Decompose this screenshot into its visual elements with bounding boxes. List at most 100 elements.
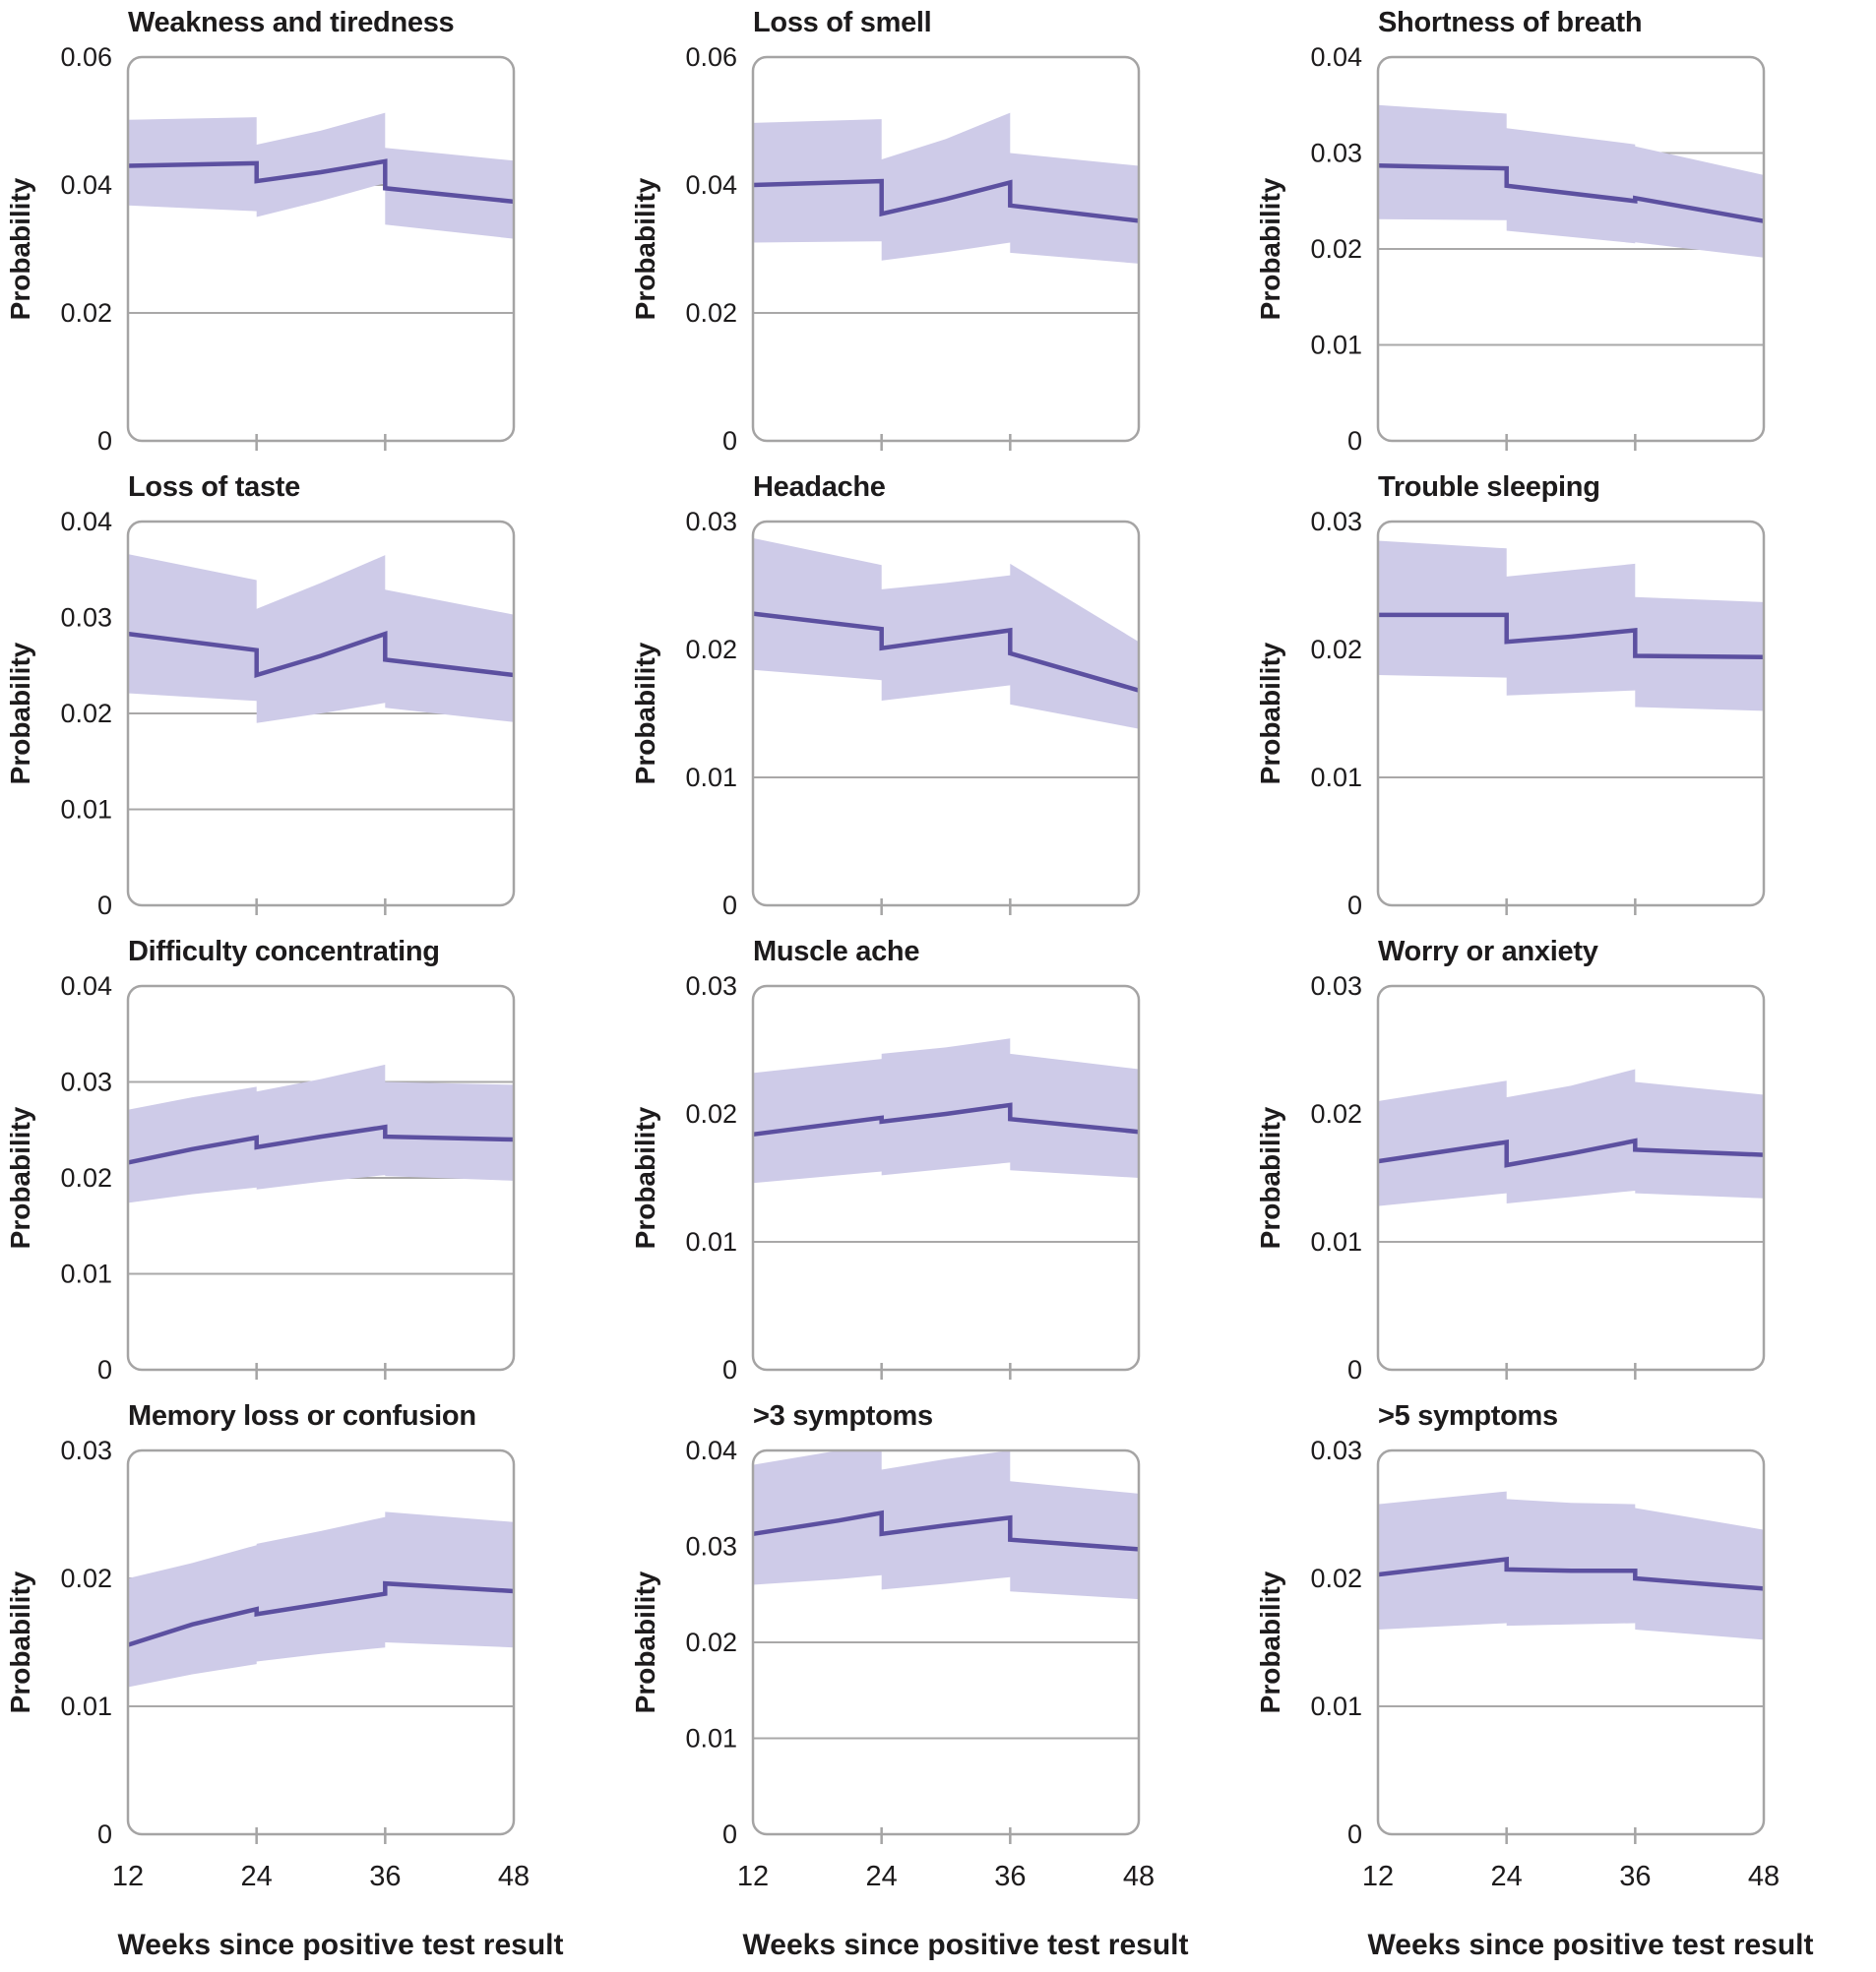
y-tick-label: 0.02 bbox=[60, 298, 112, 328]
confidence-band bbox=[753, 537, 1139, 729]
y-tick-label: 0.01 bbox=[60, 1692, 112, 1721]
panel-title: Shortness of breath bbox=[1378, 7, 1643, 38]
confidence-band bbox=[753, 112, 1139, 264]
plot-border bbox=[126, 520, 516, 907]
y-axis-label: Probability bbox=[5, 1106, 35, 1249]
panel-weakness-and-tiredness: Weakness and tiredness 0 0.02 0.04 0.06 Proba… bbox=[0, 0, 625, 464]
y-axis-label: Probability bbox=[630, 1106, 660, 1249]
confidence-band bbox=[1378, 104, 1764, 258]
chart-trouble-sleeping: 0 0.01 0.02 0.03 Probability bbox=[1255, 507, 1766, 920]
y-tick-label: 0.03 bbox=[60, 1067, 112, 1096]
y-tick-label: 0.01 bbox=[685, 1723, 737, 1753]
y-tick-label: 0.02 bbox=[1310, 1564, 1362, 1593]
panel-title: Worry or anxiety bbox=[1378, 935, 1598, 967]
x-tick-label: 48 bbox=[498, 1861, 530, 1892]
y-tick-label: 0.02 bbox=[685, 1628, 737, 1657]
y-tick-label: 0.01 bbox=[1310, 763, 1362, 792]
estimate-line bbox=[1377, 1138, 1765, 1168]
panel-difficulty-concentrating: Difficulty concentrating 0 0.01 0.02 0.03 0.0… bbox=[0, 929, 625, 1393]
y-axis-label: Probability bbox=[1255, 642, 1285, 784]
estimate-line bbox=[752, 1101, 1140, 1137]
x-axis-label: Weeks since positive test result bbox=[1368, 1929, 1814, 1961]
y-tick-label: 0.02 bbox=[60, 1564, 112, 1593]
y-tick-label: 0.02 bbox=[1310, 635, 1362, 664]
confidence-band bbox=[128, 1510, 514, 1688]
y-tick-label: 0.01 bbox=[60, 1259, 112, 1288]
y-tick-label: 0.01 bbox=[60, 794, 112, 824]
panel-title: >3 symptoms bbox=[753, 1399, 933, 1432]
confidence-band bbox=[128, 1064, 514, 1203]
x-axis-label: Weeks since positive test result bbox=[743, 1929, 1189, 1961]
x-tick-label: 48 bbox=[1748, 1861, 1780, 1892]
x-tick-label: 12 bbox=[112, 1861, 144, 1892]
chart-worry-or-anxiety: 0 0.01 0.02 0.03 Probability bbox=[1255, 971, 1766, 1385]
chart-loss-of-taste: 0 0.01 0.02 0.03 0.04 Probability bbox=[5, 507, 516, 920]
plot-border bbox=[1376, 520, 1766, 907]
y-tick-label: 0 bbox=[722, 426, 737, 456]
chart-shortness-of-breath: 0 0.01 0.02 0.03 0.04 Probability bbox=[1255, 42, 1766, 456]
confidence-band bbox=[128, 553, 514, 723]
chart-gt-5-symptoms: 0 0.01 0.02 0.03 Probability 12 24 36 48 Weeks si… bbox=[1255, 1436, 1814, 1961]
y-tick-label: 0.03 bbox=[60, 1436, 112, 1465]
panel-title: Weakness and tiredness bbox=[128, 7, 455, 38]
y-tick-label: 0 bbox=[97, 426, 112, 456]
confidence-band bbox=[128, 112, 514, 239]
panel-shortness-of-breath: Shortness of breath 0 0.01 0.02 0.03 0.04 Prob… bbox=[1250, 0, 1875, 464]
y-tick-label: 0.06 bbox=[685, 42, 737, 72]
panel-loss-of-smell: Loss of smell 0 0.02 0.04 0.06 Probability bbox=[625, 0, 1250, 464]
y-tick-label: 0.03 bbox=[1310, 507, 1362, 536]
plot-border bbox=[751, 1448, 1141, 1835]
y-tick-label: 0.03 bbox=[1310, 138, 1362, 167]
plot-border bbox=[126, 984, 516, 1371]
y-tick-label: 0.03 bbox=[1310, 971, 1362, 1001]
y-tick-label: 0.03 bbox=[685, 1531, 737, 1561]
y-tick-label: 0.04 bbox=[685, 1436, 737, 1465]
plot-border bbox=[126, 1448, 516, 1835]
confidence-band bbox=[753, 1037, 1139, 1183]
y-tick-label: 0 bbox=[97, 1819, 112, 1849]
panel-muscle-ache: Muscle ache 0 0.01 0.02 0.03 Probability bbox=[625, 929, 1250, 1393]
chart-memory-loss-or-confusion: 0 0.01 0.02 0.03 Probability 12 24 36 48 Weeks si… bbox=[5, 1436, 563, 1961]
x-tick-label: 48 bbox=[1123, 1861, 1155, 1892]
y-tick-label: 0.01 bbox=[1310, 1692, 1362, 1721]
y-tick-label: 0.01 bbox=[1310, 330, 1362, 359]
x-tick-label: 36 bbox=[369, 1861, 401, 1892]
panel-gt-5-symptoms: >5 symptoms 0 0.01 0.02 0.03 Probability 12 24 3… bbox=[1250, 1393, 1875, 1972]
estimate-line bbox=[127, 1124, 515, 1165]
x-tick-label: 24 bbox=[241, 1861, 273, 1892]
estimate-line bbox=[1378, 612, 1765, 659]
estimate-line bbox=[1377, 1556, 1765, 1591]
y-axis-label: Probability bbox=[630, 642, 660, 784]
panel-headache: Headache 0 0.01 0.02 0.03 Probability bbox=[625, 464, 1250, 929]
chart-muscle-ache: 0 0.01 0.02 0.03 Probability bbox=[630, 971, 1141, 1385]
y-tick-label: 0.04 bbox=[1310, 42, 1362, 72]
y-tick-label: 0.02 bbox=[685, 298, 737, 328]
x-tick-label: 36 bbox=[994, 1861, 1026, 1892]
chart-gt-3-symptoms: 0 0.01 0.02 0.03 0.04 Probability 12 24 36 48 Week… bbox=[630, 1436, 1189, 1961]
plot-border bbox=[1376, 55, 1766, 443]
y-tick-label: 0.02 bbox=[685, 1099, 737, 1129]
y-tick-label: 0.04 bbox=[60, 507, 112, 536]
x-tick-label: 12 bbox=[737, 1861, 769, 1892]
y-axis-label: Probability bbox=[5, 642, 35, 784]
estimate-line bbox=[127, 1580, 515, 1647]
plot-border bbox=[751, 984, 1141, 1371]
chart-difficulty-concentrating: 0 0.01 0.02 0.03 0.04 Probability bbox=[5, 971, 516, 1385]
y-tick-label: 0 bbox=[722, 1355, 737, 1385]
y-tick-label: 0.02 bbox=[685, 635, 737, 664]
x-tick-label: 24 bbox=[1491, 1861, 1523, 1892]
panel-title: Trouble sleeping bbox=[1378, 470, 1600, 503]
y-tick-label: 0.06 bbox=[60, 42, 112, 72]
y-tick-label: 0 bbox=[722, 891, 737, 920]
plot-border bbox=[751, 55, 1141, 443]
y-tick-label: 0.01 bbox=[685, 1227, 737, 1257]
panel-loss-of-taste: Loss of taste 0 0.01 0.02 0.03 0.04 Probabilit… bbox=[0, 464, 625, 929]
y-tick-label: 0 bbox=[97, 1355, 112, 1385]
y-axis-label: Probability bbox=[1255, 1106, 1285, 1249]
panel-title: Loss of taste bbox=[128, 470, 300, 503]
y-axis-label: Probability bbox=[1255, 1571, 1285, 1713]
y-tick-label: 0.04 bbox=[685, 170, 737, 200]
y-tick-label: 0.03 bbox=[685, 971, 737, 1001]
y-tick-label: 0.04 bbox=[60, 170, 112, 200]
y-tick-label: 0.02 bbox=[60, 699, 112, 728]
